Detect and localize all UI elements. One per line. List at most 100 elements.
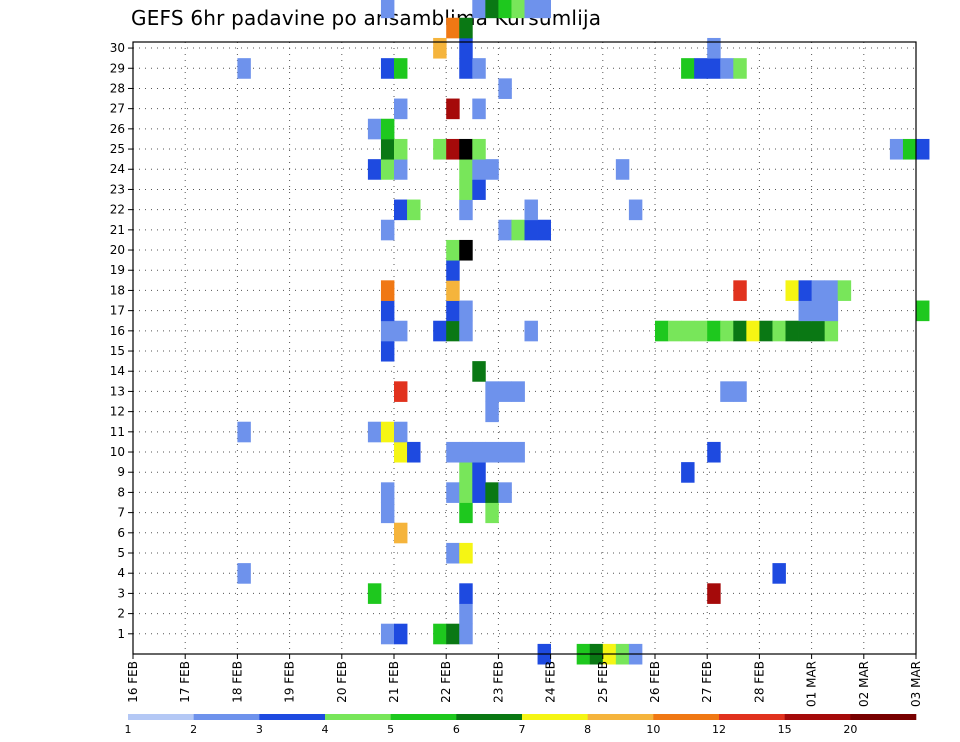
heatmap-cell xyxy=(824,320,839,342)
y-tick-label: 25 xyxy=(110,142,125,156)
heatmap-cell xyxy=(237,563,251,584)
colorbar-label: 7 xyxy=(519,723,526,736)
heatmap-cell xyxy=(367,118,382,140)
heatmap-cell xyxy=(733,320,747,342)
colorbar-label: 20 xyxy=(843,723,857,736)
colorbar-label: 12 xyxy=(712,723,726,736)
y-tick-label: 16 xyxy=(110,324,125,338)
x-tick-label: 19 FEB xyxy=(283,661,297,703)
y-tick-label: 21 xyxy=(110,223,125,237)
heatmap-cell xyxy=(655,320,669,342)
heatmap-cell xyxy=(446,320,460,342)
heatmap-cell xyxy=(681,58,695,79)
colorbar-label: 5 xyxy=(387,723,394,736)
heatmap-cell xyxy=(707,441,721,463)
heatmap-cell xyxy=(707,58,721,79)
y-tick-label: 26 xyxy=(110,122,125,136)
colorbar-swatch xyxy=(193,714,260,720)
colorbar-swatch xyxy=(587,714,654,720)
heatmap-cell xyxy=(380,118,395,140)
heatmap-cell xyxy=(380,300,395,322)
heatmap-cell xyxy=(498,0,512,19)
heatmap-cell xyxy=(407,441,421,463)
x-tick-label: 22 FEB xyxy=(439,661,453,703)
colorbar-swatch xyxy=(259,714,326,720)
heatmap-cell xyxy=(498,78,512,99)
colorbar-swatch xyxy=(390,714,457,720)
x-tick-label: 01 MAR xyxy=(805,661,819,707)
heatmap-cell xyxy=(824,300,839,322)
y-tick-label: 19 xyxy=(110,263,125,277)
heatmap-cell xyxy=(433,623,447,645)
colorbar-swatch xyxy=(522,714,588,720)
colorbar-label: 4 xyxy=(322,723,329,736)
heatmap-cell xyxy=(472,98,486,120)
heatmap-cell xyxy=(446,482,460,503)
heatmap-cell xyxy=(380,623,395,645)
y-tick-label: 23 xyxy=(110,182,125,196)
heatmap-cell xyxy=(472,159,486,180)
y-tick-label: 20 xyxy=(110,243,125,257)
y-tick-label: 10 xyxy=(110,445,125,459)
heatmap-cell xyxy=(407,199,421,221)
heatmap-cell xyxy=(472,138,486,160)
x-tick-label: 26 FEB xyxy=(648,661,662,703)
y-tick-label: 29 xyxy=(110,61,125,75)
heatmap-cell xyxy=(707,37,721,59)
heatmap-cell xyxy=(916,138,930,160)
y-tick-label: 28 xyxy=(110,81,125,95)
heatmap-cell xyxy=(459,159,473,180)
heatmap-cell xyxy=(498,482,512,503)
heatmap-cell xyxy=(772,320,786,342)
heatmap-cell xyxy=(733,381,747,402)
heatmap-cell xyxy=(380,482,395,503)
colorbar-label: 10 xyxy=(646,723,660,736)
heatmap-cell xyxy=(537,219,551,241)
heatmap-cell xyxy=(759,320,773,342)
y-tick-label: 5 xyxy=(117,546,125,560)
heatmap-cell xyxy=(394,522,408,544)
colorbar-label: 6 xyxy=(453,723,460,736)
heatmap-cell xyxy=(472,462,486,483)
colorbar-label: 2 xyxy=(190,723,197,736)
x-tick-label: 16 FEB xyxy=(126,661,140,703)
x-tick-label: 03 MAR xyxy=(909,661,923,707)
heatmap-cell xyxy=(746,320,760,342)
heatmap-cell xyxy=(446,138,460,160)
x-tick-label: 23 FEB xyxy=(491,661,505,703)
heatmap-cell xyxy=(707,583,721,604)
x-tick-label: 20 FEB xyxy=(335,661,349,703)
y-tick-label: 9 xyxy=(117,465,125,479)
x-tick-label: 27 FEB xyxy=(700,661,714,703)
heatmap-cell xyxy=(446,239,460,261)
heatmap-cell xyxy=(902,138,917,160)
y-tick-label: 12 xyxy=(110,405,125,419)
grid-lines xyxy=(132,42,917,654)
heatmap-cell xyxy=(485,502,499,524)
heatmap-cell xyxy=(459,542,473,564)
colorbar-swatch xyxy=(784,714,851,720)
y-tick-label: 4 xyxy=(117,566,125,580)
colorbar-swatch xyxy=(325,714,391,720)
heatmap-cell xyxy=(537,0,551,19)
heatmap-cell xyxy=(694,58,708,79)
heatmap-cell xyxy=(380,0,395,19)
y-tick-label: 6 xyxy=(117,526,125,540)
plot-frame xyxy=(132,41,917,655)
y-tick-label: 18 xyxy=(110,283,125,297)
heatmap-cell xyxy=(380,280,395,301)
heatmap-cell xyxy=(498,381,512,402)
heatmap-cell xyxy=(485,0,499,19)
heatmap-cell xyxy=(772,563,786,584)
heatmap-cell xyxy=(524,320,538,342)
heatmap-cell xyxy=(380,138,395,160)
colorbar-label: 8 xyxy=(584,723,591,736)
heatmap-cell xyxy=(367,421,382,443)
heatmap-cell xyxy=(498,219,512,241)
heatmap-cell xyxy=(824,280,839,301)
heatmap-cell xyxy=(459,300,473,322)
heatmap-cell xyxy=(446,441,460,463)
y-tick-label: 15 xyxy=(110,344,125,358)
x-axis: 16 FEB 17 FEB 18 FEB 19 FEB 20 FEB 21 FEB 22 F… xyxy=(126,654,923,707)
